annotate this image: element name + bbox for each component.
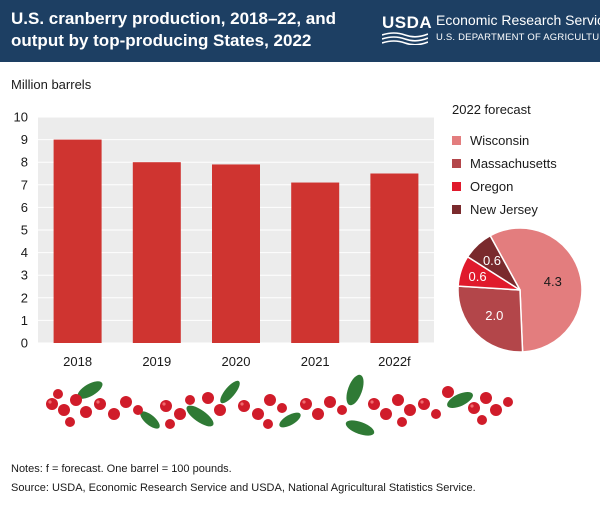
legend-label: Wisconsin: [470, 133, 530, 148]
bar-2019: [132, 162, 181, 343]
legend-label: Oregon: [470, 179, 514, 194]
x-tick-label: 2020: [222, 354, 251, 369]
agency-name: Economic Research Service: [436, 12, 600, 28]
pie-slice-wisconsin: [489, 227, 583, 353]
cranberries-with-leaves-icon: [46, 374, 513, 436]
x-tick-label: 2022f: [378, 354, 411, 369]
legend-item-new-jersey: New Jersey: [452, 198, 592, 221]
y-tick-label: 6: [21, 200, 28, 215]
pie-data-label: 0.6: [483, 253, 501, 268]
y-tick-label: 9: [21, 132, 28, 147]
y-tick-label: 0: [21, 336, 28, 351]
chart-title-line-2: output by top-producing States, 2022: [11, 31, 312, 50]
y-tick-label: 2: [21, 290, 28, 305]
pie-data-label: 0.6: [469, 269, 487, 284]
y-tick-label: 1: [21, 313, 28, 328]
y-axis-unit-label: Million barrels: [11, 77, 92, 92]
legend-label: New Jersey: [470, 202, 538, 217]
pie-slice-massachusetts: [457, 285, 524, 353]
pie-data-label: 2.0: [485, 308, 503, 323]
department-name: U.S. DEPARTMENT OF AGRICULTURE: [436, 32, 600, 43]
bar-2021: [291, 182, 340, 343]
header-banner: U.S. cranberry production, 2018–22, and …: [0, 0, 600, 62]
bar-chart: 0 1 2 3 4 5 6 7 8 9 10 2018 2019 2020 2021 2022f: [14, 110, 434, 369]
legend-swatch: [452, 182, 461, 191]
y-tick-label: 3: [21, 268, 28, 283]
legend-item-massachusetts: Massachusetts: [452, 152, 592, 175]
pie-legend: 2022 forecast Wisconsin Massachusetts Or…: [452, 102, 592, 221]
chart-notes: Notes: f = forecast. One barrel = 100 po…: [11, 463, 232, 475]
usda-logo: USDA: [382, 13, 433, 32]
legend-label: Massachusetts: [470, 156, 557, 171]
pie-data-label: 4.3: [544, 274, 562, 289]
legend-item-wisconsin: Wisconsin: [452, 129, 592, 152]
y-tick-label: 5: [21, 223, 28, 238]
bar-2020: [212, 164, 260, 343]
bar-2018: [53, 139, 102, 343]
y-tick-label: 10: [14, 110, 28, 125]
pie-legend-title: 2022 forecast: [452, 102, 531, 117]
legend-swatch: [452, 159, 461, 168]
legend-swatch: [452, 205, 461, 214]
y-tick-label: 7: [21, 177, 28, 192]
bar-2022f: [370, 173, 419, 343]
legend-item-oregon: Oregon: [452, 175, 592, 198]
chart-source: Source: USDA, Economic Research Service …: [11, 482, 476, 494]
usda-logo-wave-icon: [382, 32, 428, 45]
pie-chart: 4.3 2.0 0.60.6: [457, 227, 583, 353]
pie-slice-new-jersey: [466, 234, 521, 291]
x-tick-label: 2018: [63, 354, 92, 369]
y-tick-label: 4: [21, 245, 28, 260]
chart-title-line-1: U.S. cranberry production, 2018–22, and: [11, 9, 337, 28]
x-tick-label: 2021: [301, 354, 330, 369]
y-tick-label: 8: [21, 155, 28, 170]
legend-swatch: [452, 136, 461, 145]
x-tick-label: 2019: [142, 354, 171, 369]
